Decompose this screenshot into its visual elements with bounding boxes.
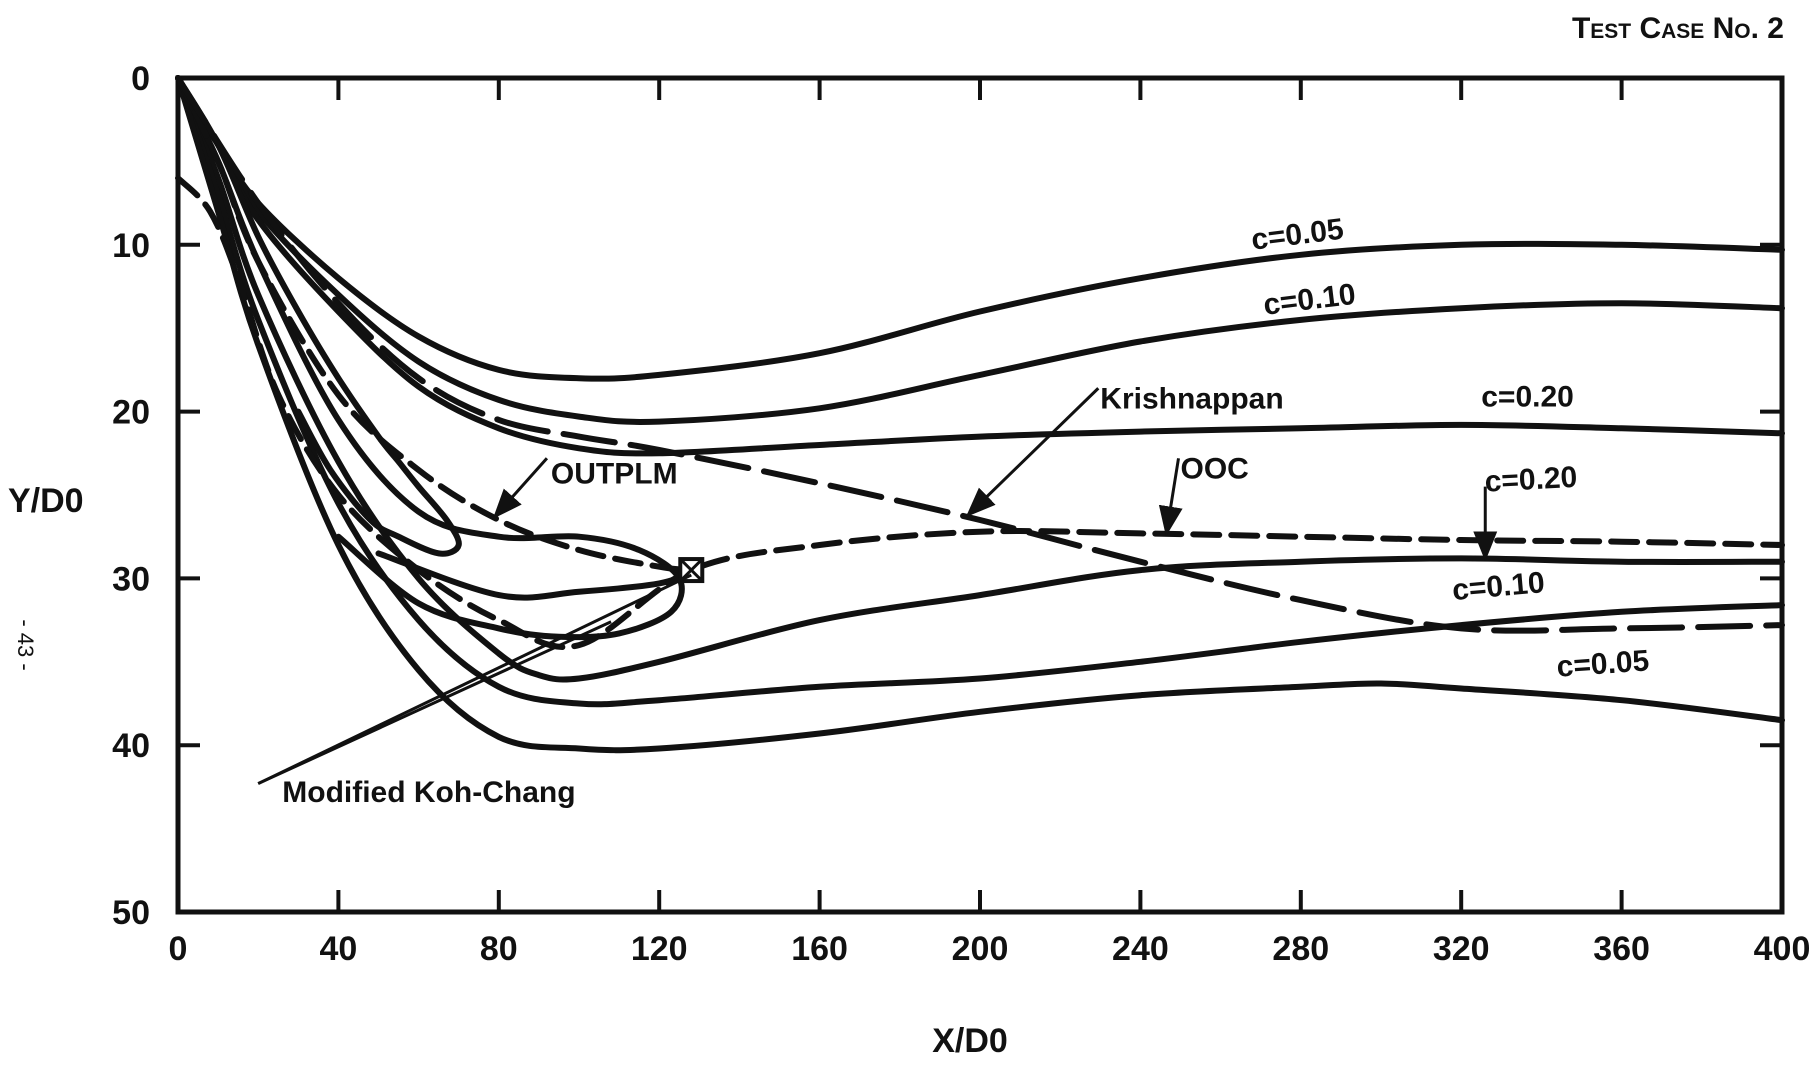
series-line-9: [175, 75, 695, 574]
x-tick-label: 400: [1754, 930, 1811, 968]
annotation-label: Modified Koh-Chang: [282, 776, 575, 809]
y-tick-label: 10: [112, 227, 150, 265]
x-tick-label: 0: [169, 930, 188, 968]
page-number: - 43 -: [13, 619, 38, 670]
y-tick-label: 50: [112, 894, 150, 932]
annotation-label: c=0.20: [1481, 381, 1574, 414]
series-line-0: [175, 75, 1785, 382]
y-tick-label: 40: [112, 727, 150, 765]
square-marker: [678, 557, 705, 584]
series-line-10: [175, 175, 1785, 650]
x-tick-label: 320: [1433, 930, 1490, 968]
annotation-label: c=0.05: [1556, 644, 1651, 683]
series-line-11: [175, 75, 1785, 634]
series-line-1: [175, 75, 1785, 425]
x-tick-label: 40: [319, 930, 357, 968]
annotation-label: Krishnappan: [1100, 382, 1283, 415]
x-tick-label: 160: [791, 930, 848, 968]
y-tick-label: 20: [112, 394, 150, 432]
annotation-label: c=0.20: [1484, 461, 1578, 499]
x-tick-label: 120: [631, 930, 688, 968]
y-tick-label: 30: [112, 560, 150, 598]
x-axis-label: X/D0: [932, 1022, 1008, 1060]
annotation-label: OOC: [1181, 452, 1249, 485]
x-tick-label: 240: [1112, 930, 1169, 968]
x-tick-label: 80: [480, 930, 518, 968]
x-tick-label: 280: [1272, 930, 1329, 968]
x-tick-label: 360: [1593, 930, 1650, 968]
leader-line-0: [965, 387, 1100, 518]
y-tick-label: 0: [131, 60, 150, 98]
series-line-3: [175, 75, 1785, 683]
leader-line-2: [1158, 458, 1183, 537]
series-line-7: [175, 75, 462, 557]
series-line-2: [175, 75, 1785, 457]
y-axis-label: Y/D0: [8, 482, 84, 520]
chart-title: Test Case No. 2: [1572, 12, 1784, 45]
leader-line-1: [492, 457, 549, 519]
leader-line-5: [257, 573, 692, 785]
annotation-label: c=0.10: [1451, 566, 1546, 607]
series-line-5: [175, 75, 1785, 754]
annotation-label: OUTPLM: [551, 457, 678, 490]
x-tick-label: 200: [952, 930, 1009, 968]
